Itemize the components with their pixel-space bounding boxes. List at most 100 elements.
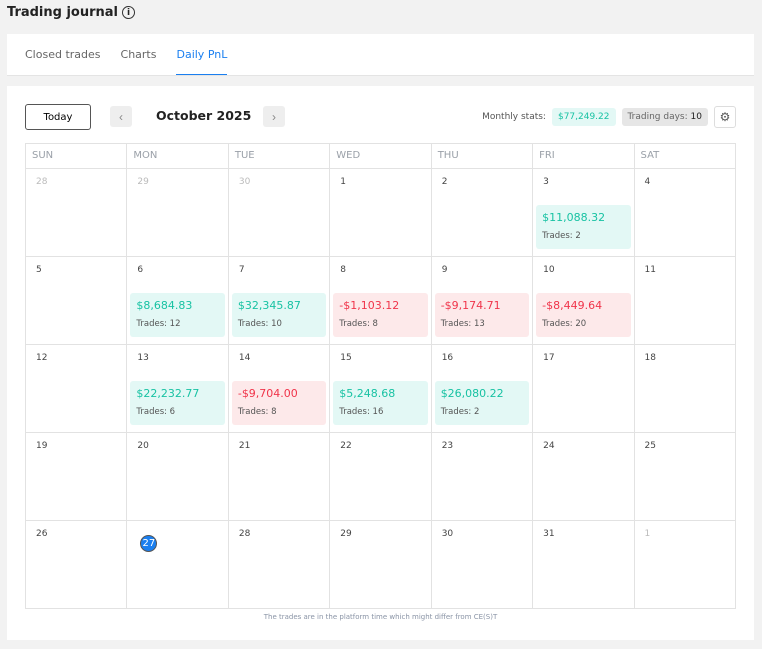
calendar-day[interactable]: 19: [26, 433, 128, 521]
calendar-day[interactable]: 20: [127, 433, 229, 521]
trading-days-value: 10: [690, 112, 702, 122]
daily-pnl-card[interactable]: -$1,103.12 Trades: 8: [333, 293, 428, 337]
day-number: 29: [137, 177, 149, 187]
calendar-day[interactable]: 30: [431, 521, 534, 609]
calendar-day[interactable]: 1: [634, 521, 736, 609]
info-icon[interactable]: i: [122, 6, 136, 19]
calendar-day[interactable]: 31: [533, 521, 635, 609]
day-number: 6: [137, 265, 144, 275]
timezone-note: The trades are in the platform time whic…: [263, 613, 498, 621]
day-number: 3: [543, 177, 549, 187]
day-number: 22: [340, 441, 352, 451]
calendar-grid: SUN MON TUE WED THU FRI SAT 28 29 30 1 2 3 $11,088.32…: [25, 143, 736, 609]
calendar-day[interactable]: 5: [26, 257, 128, 345]
pnl-value: -$8,449.64: [542, 299, 603, 312]
daily-pnl-card[interactable]: -$8,449.64 Trades: 20: [536, 293, 631, 337]
calendar-day[interactable]: 12: [26, 345, 128, 433]
daily-pnl-card[interactable]: $32,345.87 Trades: 10: [231, 293, 327, 337]
tab-bar: Closed trades Charts Daily PnL: [7, 34, 754, 76]
daily-pnl-card[interactable]: $26,080.22 Trades: 2: [434, 381, 530, 425]
calendar-day[interactable]: 7 $32,345.87 Trades: 10: [228, 257, 331, 345]
calendar-day[interactable]: 14 -$9,704.00 Trades: 8: [228, 345, 331, 433]
day-number: 10: [543, 265, 555, 275]
day-number: 25: [644, 441, 656, 451]
calendar-day[interactable]: 2: [431, 169, 534, 257]
calendar-day[interactable]: 29: [127, 169, 229, 257]
prev-month-button[interactable]: ‹: [110, 106, 132, 127]
daily-pnl-card[interactable]: $11,088.32 Trades: 2: [536, 205, 631, 249]
daily-pnl-card[interactable]: $5,248.68 Trades: 16: [333, 381, 428, 425]
calendar-day[interactable]: 4: [634, 169, 736, 257]
calendar-day[interactable]: 3 $11,088.32 Trades: 2: [533, 169, 635, 257]
calendar-day[interactable]: 25: [634, 433, 736, 521]
day-number: 7: [238, 265, 245, 275]
day-number: 23: [441, 441, 454, 451]
page-title-text: Trading journal: [7, 5, 119, 20]
daily-pnl-card[interactable]: $22,232.77 Trades: 6: [130, 381, 225, 425]
day-number: 31: [543, 529, 555, 539]
calendar-day[interactable]: 17: [533, 345, 635, 433]
day-number: 18: [644, 353, 656, 363]
trading-days-label: Trading days:: [627, 112, 688, 122]
calendar-day[interactable]: 28: [26, 169, 128, 257]
calendar-day[interactable]: 13 $22,232.77 Trades: 6: [127, 345, 229, 433]
calendar-day[interactable]: 22: [330, 433, 432, 521]
calendar-week: 5 6 $8,684.83 Trades: 12 7 $32,345.87 Trades: …: [26, 257, 736, 345]
day-number: 17: [543, 353, 555, 363]
calendar-day[interactable]: 21: [228, 433, 331, 521]
calendar-day[interactable]: 29: [330, 521, 432, 609]
calendar-day[interactable]: 9 -$9,174.71 Trades: 13: [431, 257, 534, 345]
tab-closed-trades[interactable]: Closed trades: [25, 48, 101, 61]
calendar-day[interactable]: 27: [127, 521, 229, 609]
calendar-day[interactable]: 8 -$1,103.12 Trades: 8: [330, 257, 432, 345]
day-number: 8: [340, 265, 346, 275]
day-number: 2: [441, 177, 448, 187]
day-number: 9: [441, 265, 448, 275]
weekday-label: SUN: [26, 144, 128, 169]
pnl-value: $22,232.77: [136, 387, 200, 400]
daily-pnl-card[interactable]: $8,684.83 Trades: 12: [130, 293, 225, 337]
calendar-day[interactable]: 10 -$8,449.64 Trades: 20: [533, 257, 635, 345]
trade-count: Trades: 20: [542, 319, 587, 329]
gear-icon: ⚙: [719, 110, 731, 124]
tab-charts[interactable]: Charts: [120, 48, 157, 61]
trade-count: Trades: 8: [237, 407, 277, 417]
calendar-day[interactable]: 24: [533, 433, 635, 521]
page-title: Trading journal i: [7, 5, 136, 20]
today-button[interactable]: Today: [25, 104, 91, 130]
day-number: 13: [137, 353, 149, 363]
settings-button[interactable]: ⚙: [714, 106, 736, 128]
daily-pnl-card[interactable]: -$9,174.71 Trades: 13: [434, 293, 530, 337]
tab-daily-pnl[interactable]: Daily PnL: [176, 34, 227, 75]
daily-pnl-card[interactable]: -$9,704.00 Trades: 8: [231, 381, 327, 425]
day-number: 1: [340, 177, 346, 187]
day-number: 16: [441, 353, 454, 363]
calendar-day[interactable]: 16 $26,080.22 Trades: 2: [431, 345, 534, 433]
day-number: 24: [543, 441, 555, 451]
day-number: 4: [644, 177, 651, 187]
day-number: 21: [238, 441, 251, 451]
calendar-day[interactable]: 11: [634, 257, 736, 345]
calendar-day[interactable]: 1: [330, 169, 432, 257]
pnl-value: $32,345.87: [237, 299, 301, 312]
trade-count: Trades: 6: [136, 407, 176, 417]
chevron-right-icon: ›: [272, 109, 276, 124]
day-number: 14: [238, 353, 251, 363]
calendar-day[interactable]: 23: [431, 433, 534, 521]
calendar-day[interactable]: 28: [228, 521, 331, 609]
calendar-day[interactable]: 15 $5,248.68 Trades: 16: [330, 345, 432, 433]
calendar-day[interactable]: 6 $8,684.83 Trades: 12: [127, 257, 229, 345]
calendar-day[interactable]: 30: [228, 169, 331, 257]
calendar-day[interactable]: 26: [26, 521, 128, 609]
day-number: 28: [36, 177, 48, 187]
monthly-pnl-badge: $77,249.22: [551, 108, 616, 126]
day-number: 28: [238, 529, 251, 539]
monthly-stats-label: Monthly stats:: [482, 112, 546, 122]
current-month: October 2025: [156, 108, 252, 123]
pnl-value: $8,684.83: [136, 299, 193, 312]
next-month-button[interactable]: ›: [263, 106, 285, 127]
monthly-stats: Monthly stats: $77,249.22 Trading days: …: [482, 106, 736, 128]
pnl-value: -$9,174.71: [440, 299, 501, 312]
calendar-day[interactable]: 18: [634, 345, 736, 433]
trade-count: Trades: 16: [339, 407, 384, 417]
